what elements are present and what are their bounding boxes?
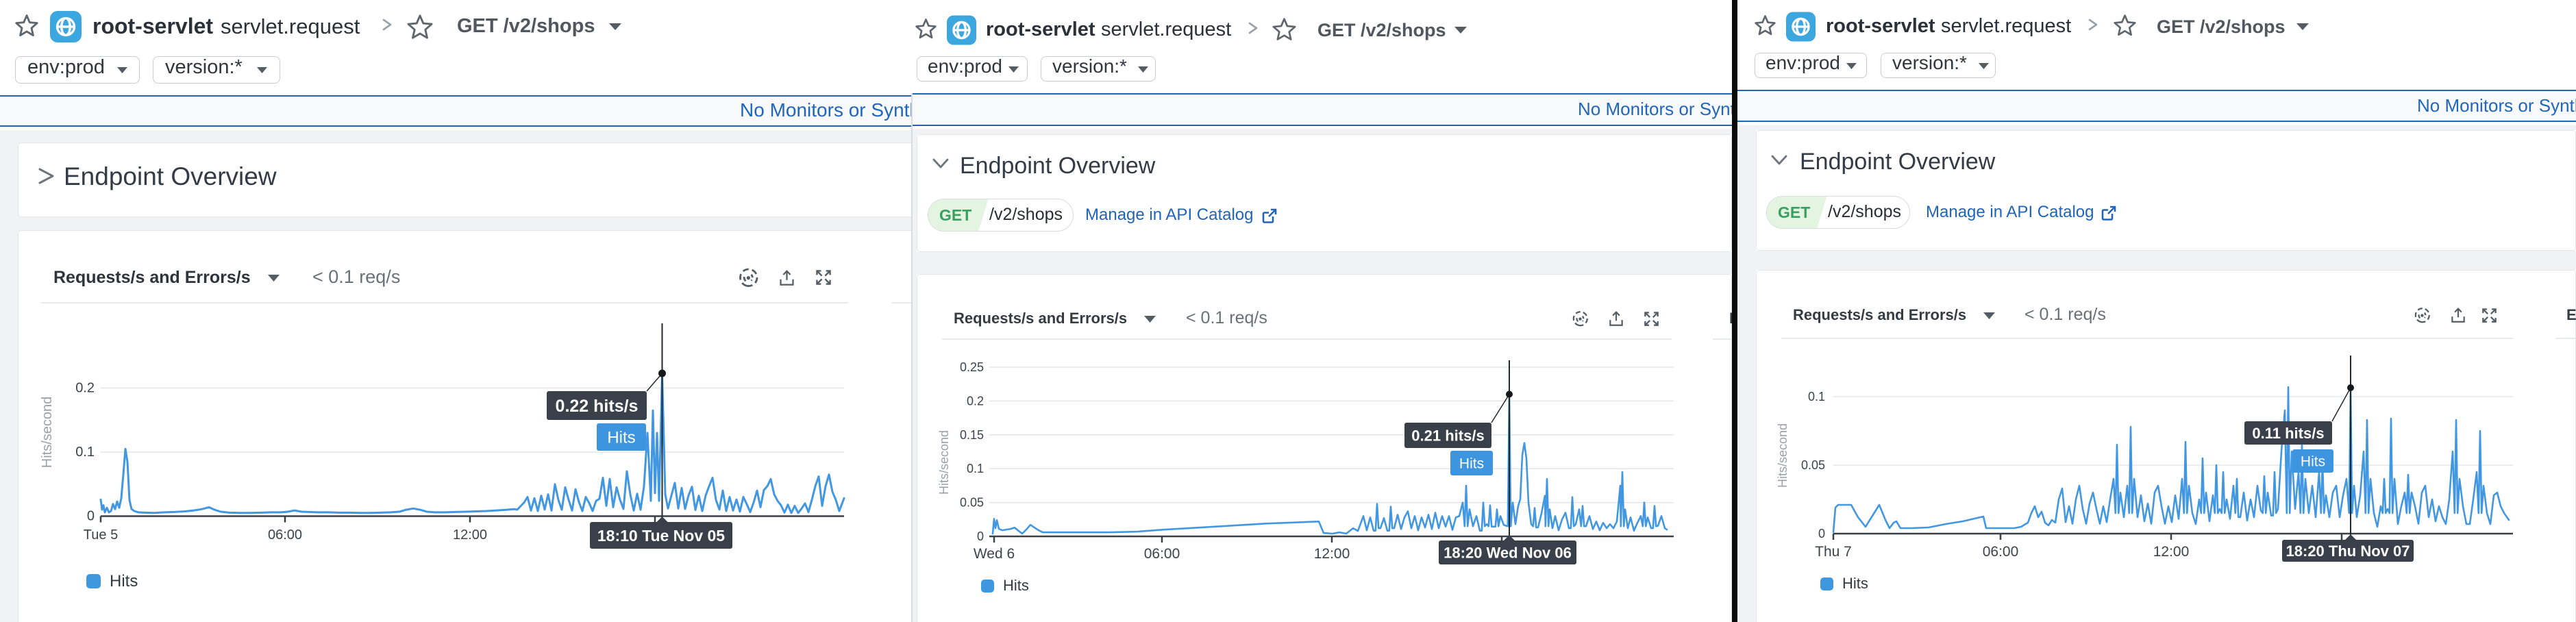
svg-text:0.2: 0.2 [75,381,95,396]
svg-text:0.1: 0.1 [967,462,984,475]
svg-text:0: 0 [977,530,984,543]
svg-text:Hits/second: Hits/second [937,430,951,495]
svg-text:0.1: 0.1 [75,445,95,460]
svg-text:0.1: 0.1 [1808,390,1825,403]
svg-text:0.15: 0.15 [960,428,984,442]
svg-text:Hits: Hits [2301,454,2325,470]
svg-text:0: 0 [87,509,95,524]
svg-text:0.2: 0.2 [967,394,984,408]
svg-text:0.11 hits/s: 0.11 hits/s [2252,425,2324,442]
svg-text:12:00: 12:00 [1314,546,1350,562]
svg-text:12:00: 12:00 [2153,544,2190,560]
svg-text:0.22 hits/s: 0.22 hits/s [556,397,639,416]
svg-text:Thu 7: Thu 7 [1815,544,1852,560]
svg-text:18:20 Thu Nov 07: 18:20 Thu Nov 07 [2286,543,2410,560]
svg-text:Wed 6: Wed 6 [974,546,1015,562]
svg-text:Hits: Hits [1459,456,1484,472]
svg-text:0.21 hits/s: 0.21 hits/s [1411,427,1484,444]
svg-text:Tue 5: Tue 5 [84,527,118,543]
svg-text:12:00: 12:00 [453,527,487,543]
svg-text:Hits: Hits [1842,575,1868,592]
svg-text:Hits: Hits [607,429,635,447]
svg-text:0.25: 0.25 [960,360,984,374]
svg-text:18:20 Wed Nov 06: 18:20 Wed Nov 06 [1444,544,1572,561]
svg-text:06:00: 06:00 [1983,544,2019,560]
svg-text:Hits/second: Hits/second [40,397,55,469]
svg-text:06:00: 06:00 [268,527,302,543]
svg-text:0.05: 0.05 [960,496,984,510]
svg-text:06:00: 06:00 [1144,546,1180,562]
svg-text:0.05: 0.05 [1801,458,1825,472]
svg-text:Hits: Hits [110,572,138,590]
svg-text:Hits/second: Hits/second [1776,423,1789,488]
svg-text:Hits: Hits [1003,577,1029,594]
svg-text:0: 0 [1818,527,1825,540]
svg-text:18:10 Tue Nov 05: 18:10 Tue Nov 05 [597,527,725,545]
